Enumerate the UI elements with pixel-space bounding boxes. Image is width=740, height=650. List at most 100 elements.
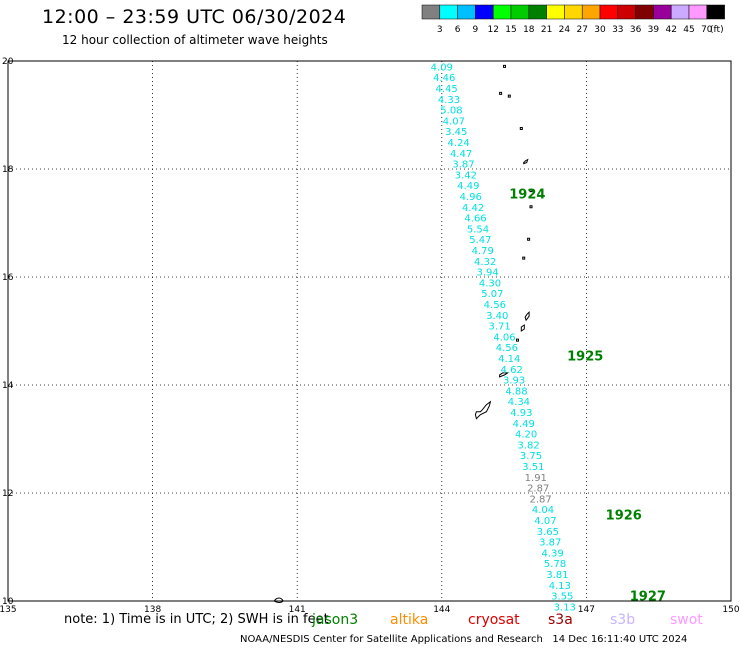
island-sarigan	[527, 237, 531, 241]
page-title: 12:00 – 23:59 UTC 06/30/2024	[42, 6, 347, 28]
island-anatahan	[522, 256, 526, 260]
colorbar-swatch	[670, 4, 690, 20]
island-aguijan	[516, 338, 519, 342]
footer-credit: NOAA/NESDIS Center for Satellite Applica…	[240, 634, 688, 645]
wave-height-label: 4.24	[448, 138, 470, 149]
altimeter-track: 4.094.464.454.335.084.073.454.244.473.87…	[431, 62, 576, 613]
time-labels: 1924 1925 1926 1927	[509, 187, 666, 604]
wave-height-label: 3.82	[517, 440, 539, 451]
wave-height-label: 4.45	[435, 84, 457, 95]
wave-height-label: 3.51	[522, 462, 544, 473]
colorbar-swatch	[688, 4, 708, 20]
island-outlines	[273, 64, 533, 603]
wave-height-label: 4.30	[479, 278, 501, 289]
island-tinian	[520, 324, 525, 332]
wave-height-label: 4.32	[474, 257, 496, 268]
colorbar-swatch	[653, 4, 672, 20]
longitude-tick-label: 135	[0, 605, 17, 615]
island-farallon-de-pajaros	[503, 64, 506, 68]
longitude-tick-label: 144	[433, 605, 450, 615]
colorbar-level-label: 33	[612, 25, 623, 35]
colorbar-level-label: 15	[505, 25, 516, 35]
wave-height-label: 3.40	[486, 311, 508, 322]
island-guguan	[529, 205, 533, 209]
wave-height-label: 4.96	[460, 192, 482, 203]
colorbar-level-label: 9	[473, 25, 479, 35]
colorbar-level-label: 36	[630, 25, 642, 35]
colorbar-swatch	[439, 4, 458, 20]
wave-height-label: 4.49	[513, 419, 535, 430]
wave-height-label: 4.20	[515, 430, 537, 441]
island-agrihan	[519, 127, 523, 130]
wave-height-label: 3.93	[503, 376, 525, 387]
wave-height-label: 4.42	[462, 203, 484, 214]
island-alamagan	[529, 189, 533, 193]
island-saipan	[524, 310, 530, 322]
wave-height-label: 5.78	[544, 559, 566, 570]
longitude-tick-label: 138	[144, 605, 161, 615]
wave-height-label: 2.87	[527, 484, 549, 495]
track-time-label: 1925	[567, 349, 603, 364]
latitude-tick-label: 12	[2, 489, 13, 499]
axis-ticks: 135 138 141 144 147 150 20 18 16 14 12 10	[0, 57, 740, 615]
wave-height-label: 4.93	[510, 408, 532, 419]
wave-height-label: 4.04	[532, 505, 554, 516]
colorbar-swatch	[492, 4, 512, 20]
wave-height-label: 3.42	[455, 170, 477, 181]
island-guam	[474, 400, 492, 420]
wave-height-label: 4.06	[493, 332, 515, 343]
wave-height-label: 3.65	[537, 527, 559, 538]
colorbar-swatch	[421, 4, 441, 20]
longitude-tick-label: 150	[722, 605, 739, 615]
mission-swot: swot	[670, 612, 703, 628]
colorbar-swatch	[546, 4, 565, 20]
colorbar-level-label: 21	[541, 25, 552, 35]
wave-height-label: 4.14	[498, 354, 520, 365]
colorbar-level-label: 6	[455, 25, 461, 35]
wave-height-label: 4.34	[508, 397, 530, 408]
colorbar-swatch	[599, 4, 619, 20]
island-asuncion	[507, 94, 511, 98]
wave-height-label: 4.62	[501, 365, 523, 376]
colorbar-swatch	[457, 4, 476, 20]
colorbar-level-label: 70	[701, 25, 713, 35]
wave-height-label: 4.47	[450, 149, 472, 160]
mission-altika: altika	[390, 612, 429, 628]
wave-height-label: 4.56	[496, 343, 518, 354]
colorbar-level-label: 39	[648, 25, 660, 35]
latitude-tick-label: 18	[2, 165, 14, 175]
wave-height-label: 4.56	[484, 300, 506, 311]
wave-height-label: 2.87	[529, 494, 551, 505]
latitude-tick-label: 16	[2, 273, 14, 283]
colorbar-swatch	[617, 4, 636, 20]
colorbar-swatch	[581, 4, 601, 20]
colorbar-level-label: 12	[487, 25, 498, 35]
colorbar-unit-label: (ft)	[710, 25, 724, 35]
colorbar-swatch	[564, 4, 583, 20]
latitude-tick-label: 20	[2, 57, 14, 67]
colorbar-swatch	[475, 4, 494, 20]
track-time-label: 1924	[509, 187, 545, 202]
wave-height-label: 3.87	[539, 538, 561, 549]
longitude-tick-label: 147	[578, 605, 595, 615]
page-subtitle: 12 hour collection of altimeter wave hei…	[62, 33, 328, 47]
wave-height-label: 4.46	[433, 73, 455, 84]
wave-height-label: 4.66	[464, 214, 486, 225]
colorbar-level-label: 42	[665, 25, 676, 35]
footer-note: note: 1) Time is in UTC; 2) SWH is in fe…	[64, 612, 329, 627]
island-maug	[499, 91, 503, 95]
colorbar-level-label: 27	[576, 25, 587, 35]
wave-height-label: 5.07	[481, 289, 503, 300]
island-rota	[499, 372, 510, 378]
wave-height-label: 4.09	[431, 62, 453, 73]
wave-height-label: 4.49	[457, 181, 479, 192]
wave-height-label: 1.91	[525, 473, 547, 484]
wave-height-label: 3.87	[452, 160, 474, 171]
colorbar-swatch	[528, 4, 547, 20]
mission-jason3: jason3	[312, 612, 359, 628]
wave-height-label: 4.07	[534, 516, 556, 527]
track-time-label: 1926	[606, 509, 642, 524]
island-fais	[273, 597, 284, 603]
